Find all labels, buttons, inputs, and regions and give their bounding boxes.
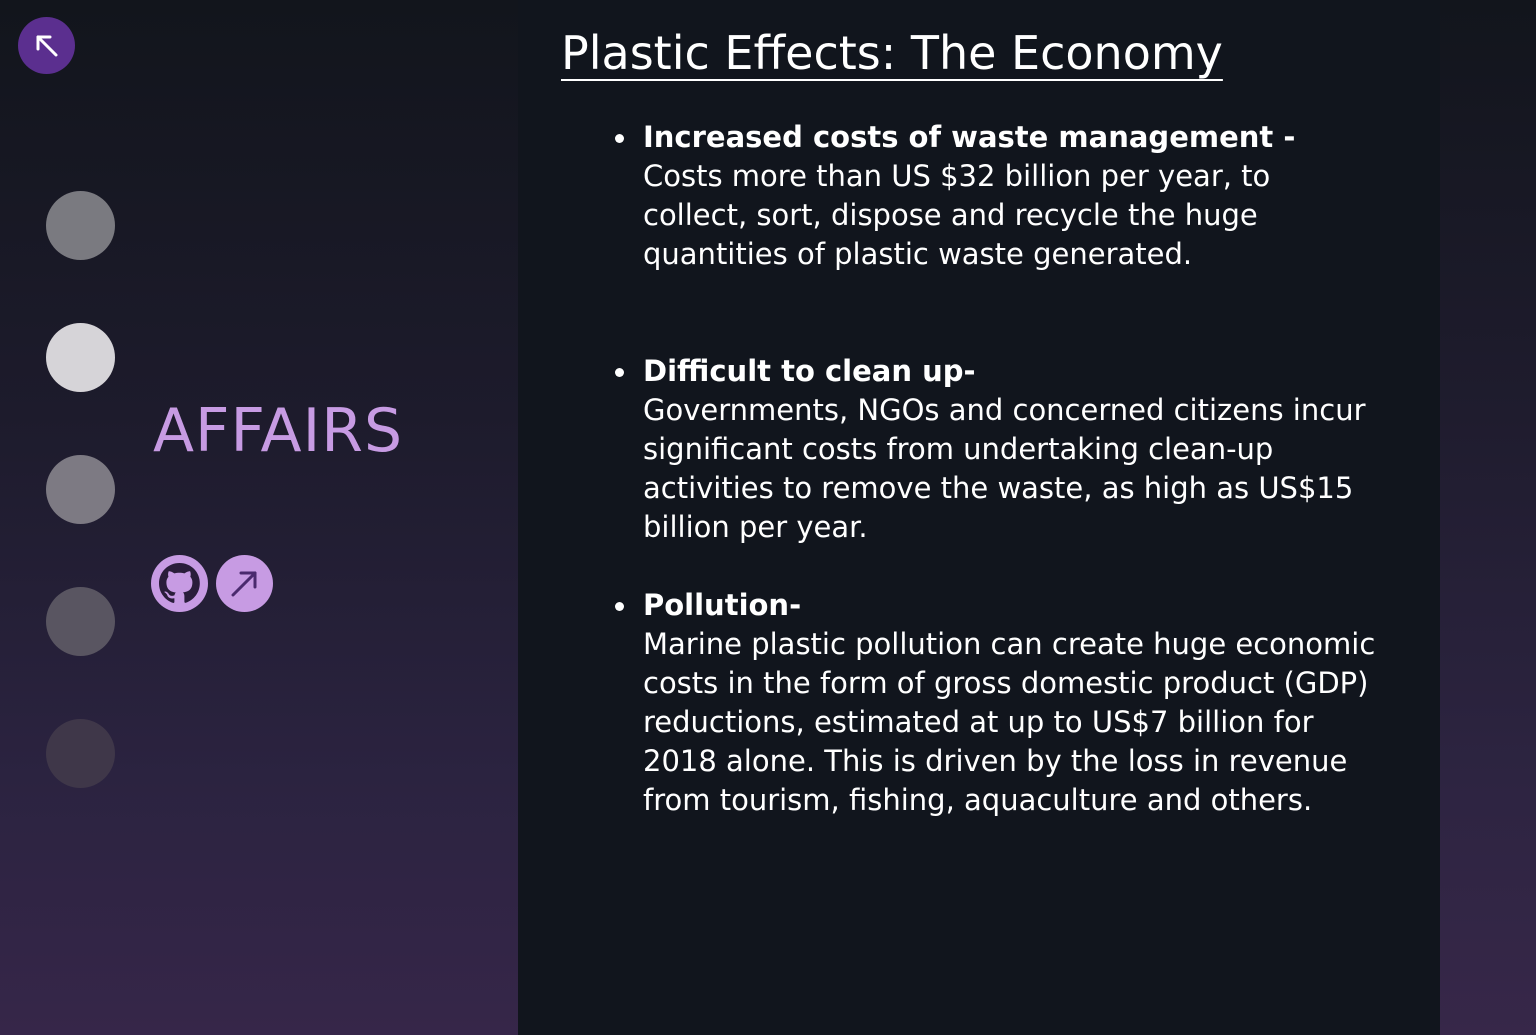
bullet-list: Increased costs of waste management - Co… xyxy=(615,118,1383,820)
list-item: Increased costs of waste management - Co… xyxy=(615,118,1383,274)
section-dot-4[interactable] xyxy=(46,587,115,656)
list-item: Difficult to clean up- Governments, NGOs… xyxy=(615,352,1383,547)
right-background-strip xyxy=(1440,0,1536,1035)
section-title: AFFAIRS xyxy=(153,396,404,466)
arrow-up-right-icon xyxy=(231,571,257,597)
bullet-heading: Pollution- xyxy=(643,588,802,622)
bullet-heading: Increased costs of waste management - xyxy=(643,120,1296,154)
arrow-up-left-icon xyxy=(36,35,57,56)
page-title: Plastic Effects: The Economy xyxy=(561,26,1223,80)
bullet-heading: Difficult to clean up- xyxy=(643,354,976,388)
github-link[interactable] xyxy=(151,555,208,612)
external-link-button[interactable] xyxy=(216,555,273,612)
back-button[interactable] xyxy=(18,17,75,74)
github-icon xyxy=(159,563,200,603)
section-dot-5[interactable] xyxy=(46,719,115,788)
external-links xyxy=(151,555,273,612)
section-dot-3[interactable] xyxy=(46,455,115,524)
bullet-body: Governments, NGOs and concerned citizens… xyxy=(643,393,1366,544)
list-item: Pollution- Marine plastic pollution can … xyxy=(615,586,1383,820)
section-dot-1[interactable] xyxy=(46,191,115,260)
content-panel: Plastic Effects: The Economy Increased c… xyxy=(518,0,1440,1035)
bullet-body: Marine plastic pollution can create huge… xyxy=(643,627,1376,817)
bullet-body: Costs more than US $32 billion per year,… xyxy=(643,159,1271,271)
section-dot-2[interactable] xyxy=(46,323,115,392)
